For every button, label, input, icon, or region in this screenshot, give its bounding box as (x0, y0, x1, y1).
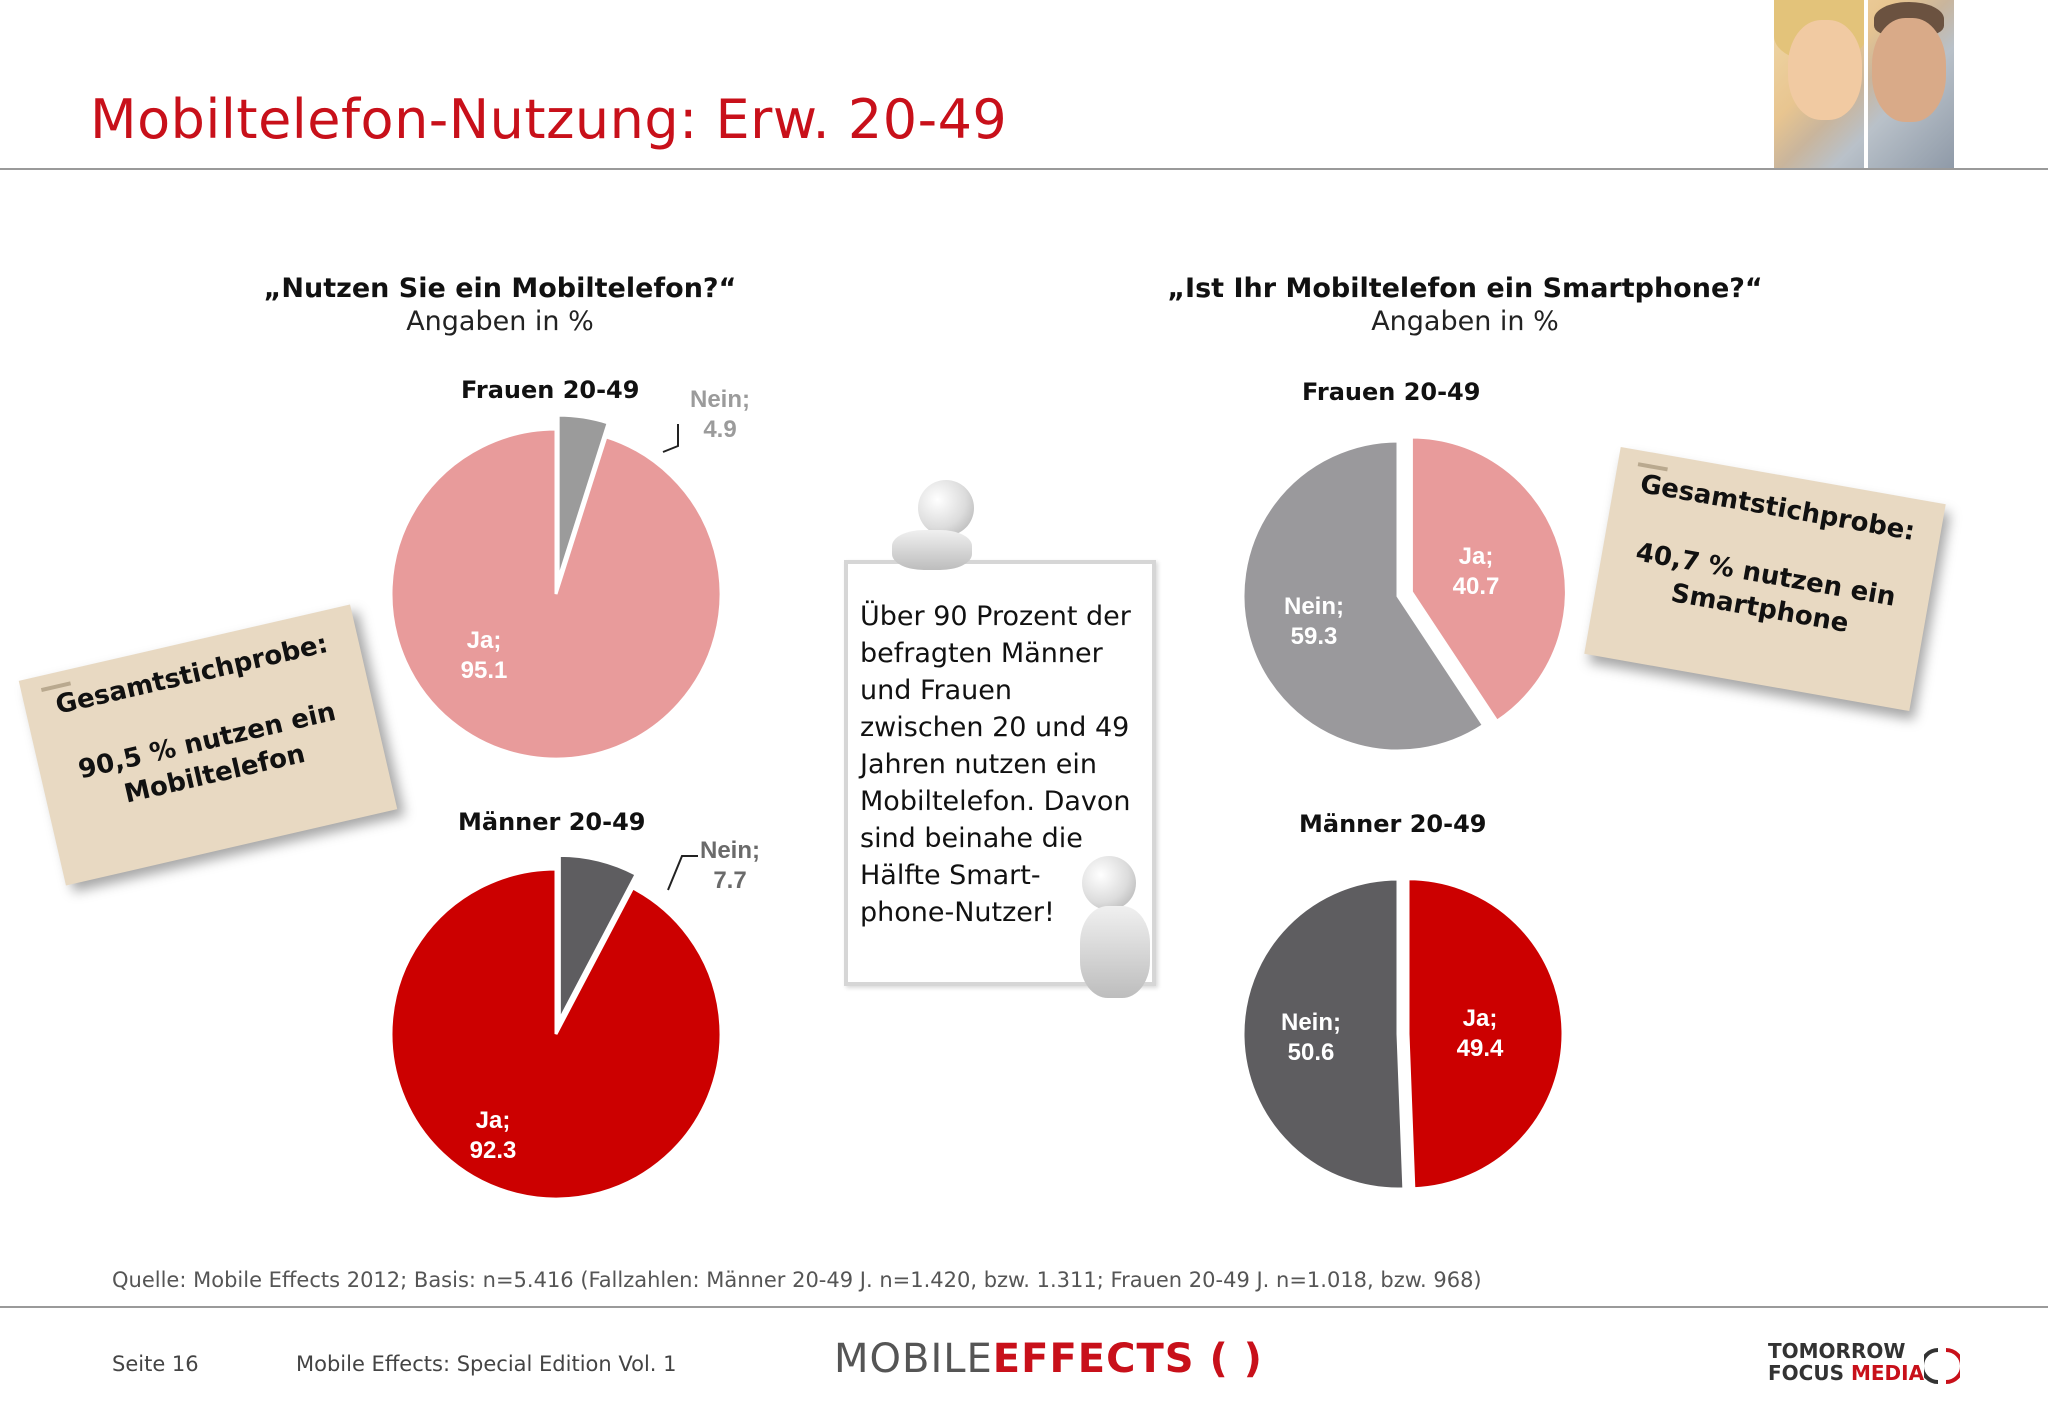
pie2-title: Männer 20-49 (458, 808, 646, 836)
pie2-slice-nein (557, 853, 639, 1022)
pie4-label-nein: Nein; (1281, 1009, 1341, 1036)
right-unit: Angaben in % (1371, 306, 1559, 337)
pie4-slice-nein (1241, 877, 1406, 1191)
figure-bottom-head (1082, 856, 1136, 910)
edition-label: Mobile Effects: Special Edition Vol. 1 (296, 1352, 677, 1376)
pie3-value-nein: 59.3 (1291, 623, 1338, 650)
pie3-slice-nein (1241, 439, 1486, 753)
right-chart-heading: „Ist Ihr Mobiltelefon ein Smartphone?“ A… (1165, 272, 1765, 338)
pie1-label-nein: Nein; (690, 386, 750, 413)
page-title: Mobiltelefon-Nutzung: Erw. 20-49 (90, 88, 1008, 151)
header-photo (1774, 0, 1954, 168)
pie4-value-ja: 49.4 (1457, 1035, 1504, 1062)
pie1-leader-line (662, 424, 679, 453)
footer-divider (0, 1306, 2048, 1308)
pie1-value-ja: 95.1 (461, 657, 508, 684)
pie3-label-nein: Nein; (1284, 593, 1344, 620)
mobile-effects-logo: MOBILEEFFECTS ( ) (834, 1336, 1263, 1382)
page-number: Seite 16 (112, 1352, 199, 1376)
pie4-slice-ja (1406, 877, 1565, 1191)
pie4-label-ja: Ja; (1463, 1005, 1498, 1032)
pie1-slice-nein (556, 413, 611, 581)
source-note: Quelle: Mobile Effects 2012; Basis: n=5.… (112, 1268, 1482, 1292)
tomorrow-focus-logo: TOMORROW FOCUS MEDIA (1768, 1339, 1925, 1385)
figure-top-head (918, 480, 974, 536)
pie3-title: Frauen 20-49 (1302, 378, 1481, 406)
pie2-leader-line (667, 855, 698, 891)
header-divider (0, 168, 2048, 170)
figure-top-body (892, 530, 972, 570)
figure-bottom-body (1080, 906, 1150, 998)
pie2-label-ja: Ja; (476, 1107, 511, 1134)
tomorrow-focus-ring-icon (1924, 1348, 1960, 1384)
pie4-title: Männer 20-49 (1299, 810, 1487, 838)
pie1-slice-ja (389, 427, 723, 761)
pie2-value-nein: 7.7 (713, 867, 746, 894)
left-question: „Nutzen Sie ein Mobiltelefon?“ (263, 273, 737, 304)
pie2-value-ja: 92.3 (470, 1137, 517, 1164)
pie3-label-ja: Ja; (1459, 543, 1494, 570)
right-question: „Ist Ihr Mobiltelefon ein Smartphone?“ (1167, 273, 1763, 304)
pie3-slice-ja (1409, 435, 1568, 724)
pie4-value-nein: 50.6 (1288, 1039, 1335, 1066)
pie1-value-nein: 4.9 (703, 416, 736, 443)
pie2-label-nein: Nein; (700, 837, 760, 864)
pie3-value-ja: 40.7 (1453, 573, 1500, 600)
left-unit: Angaben in % (406, 306, 594, 337)
pie1-label-ja: Ja; (467, 627, 502, 654)
left-chart-heading: „Nutzen Sie ein Mobiltelefon?“ Angaben i… (200, 272, 800, 338)
pie2-slice-ja (389, 867, 723, 1201)
pie1-title: Frauen 20-49 (461, 376, 640, 404)
whiteboard-text: Über 90 Prozent der befragten Männer und… (860, 601, 1131, 928)
